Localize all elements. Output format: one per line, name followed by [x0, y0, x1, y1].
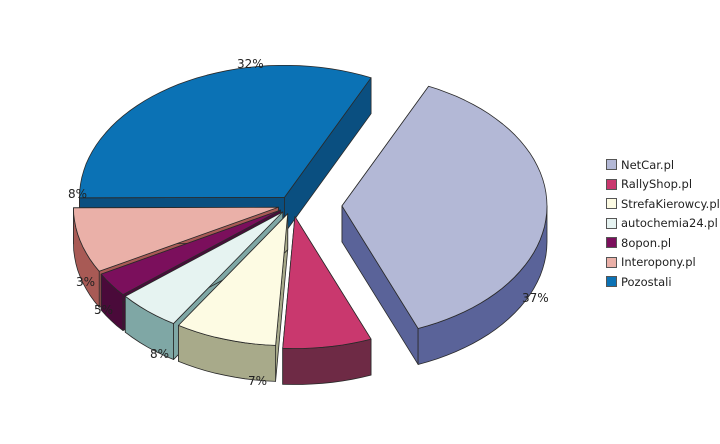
data-label: 3% [76, 275, 95, 289]
legend-item: NetCar.pl [606, 155, 720, 175]
data-label: 5% [94, 303, 113, 317]
data-label: 8% [68, 187, 87, 201]
legend-swatch [606, 159, 617, 171]
legend-swatch [606, 198, 617, 210]
legend-item: Pozostali [606, 272, 720, 292]
legend-item: RallyShop.pl [606, 175, 720, 195]
legend: NetCar.pl RallyShop.pl StrefaKierowcy.pl au… [606, 155, 720, 292]
data-label: 7% [248, 374, 267, 388]
data-label: 8% [150, 347, 169, 361]
legend-item: autochemia24.pl [606, 214, 720, 234]
legend-label: NetCar.pl [621, 157, 675, 172]
slice-0 [341, 85, 548, 365]
slice-top [79, 65, 372, 199]
legend-label: Interopony.pl [621, 255, 696, 270]
slice-2 [178, 213, 289, 382]
slice-top [341, 85, 548, 329]
slice-top [282, 216, 372, 349]
legend-label: StrefaKierowcy.pl [621, 196, 720, 211]
data-label: 32% [237, 57, 264, 71]
slice-1 [282, 216, 372, 385]
slice-top [73, 206, 279, 272]
slice-top [124, 211, 284, 324]
slice-top [100, 209, 281, 295]
legend-label: Pozostali [621, 274, 672, 289]
legend-swatch [606, 256, 617, 268]
legend-swatch [606, 217, 617, 229]
legend-item: StrefaKierowcy.pl [606, 194, 720, 214]
legend-label: autochemia24.pl [621, 216, 718, 231]
legend-swatch [606, 276, 617, 288]
data-label: 37% [522, 291, 549, 305]
legend-label: 8opon.pl [621, 235, 672, 250]
legend-label: RallyShop.pl [621, 177, 693, 192]
legend-item: 8opon.pl [606, 233, 720, 253]
legend-item: Interopony.pl [606, 253, 720, 273]
legend-swatch [606, 178, 617, 190]
legend-swatch [606, 237, 617, 249]
slice-top [178, 213, 289, 346]
